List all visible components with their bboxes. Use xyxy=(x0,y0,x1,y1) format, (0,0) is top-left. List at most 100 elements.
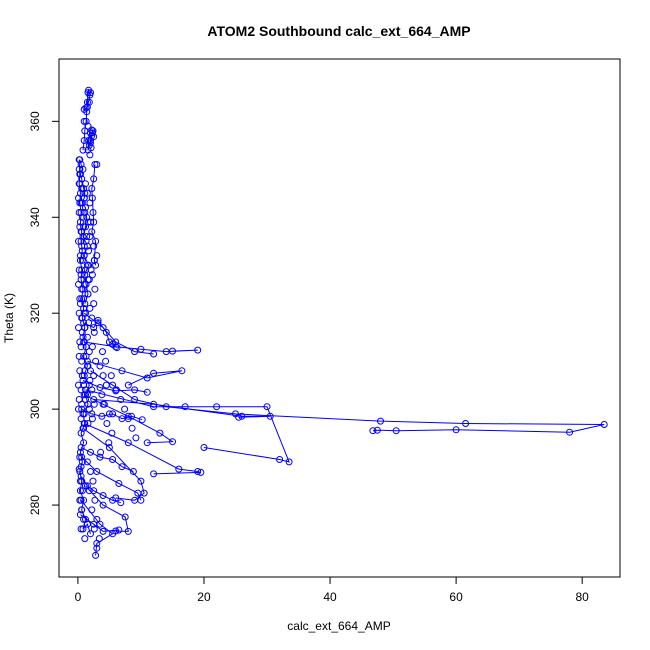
data-point xyxy=(91,496,99,504)
data-point xyxy=(78,400,86,408)
data-point xyxy=(76,300,84,308)
data-point xyxy=(82,204,89,212)
data-point xyxy=(92,261,100,269)
data-point xyxy=(79,233,87,240)
data-point xyxy=(194,346,202,354)
data-point xyxy=(76,256,84,264)
data-point xyxy=(93,252,101,260)
data-point xyxy=(377,417,384,425)
data-point xyxy=(80,515,88,523)
data-point xyxy=(131,396,139,403)
data-point xyxy=(92,551,100,559)
data-point xyxy=(80,252,88,260)
data-point xyxy=(124,412,132,420)
data-point xyxy=(137,345,145,353)
data-point xyxy=(82,515,89,523)
data-point xyxy=(90,525,98,533)
x-tick-label: 0 xyxy=(75,590,82,604)
data-point xyxy=(86,151,94,159)
data-point xyxy=(78,487,86,495)
data-point xyxy=(82,352,90,360)
data-point xyxy=(83,458,91,466)
data-point xyxy=(99,492,107,499)
data-point xyxy=(82,117,90,125)
data-point xyxy=(80,105,88,113)
data-point xyxy=(78,185,86,192)
data-point xyxy=(124,527,132,535)
x-tick-label: 80 xyxy=(576,590,590,604)
data-point xyxy=(85,247,93,255)
x-tick-label: 20 xyxy=(197,590,211,604)
data-point xyxy=(75,165,83,173)
data-point xyxy=(81,367,89,375)
data-point xyxy=(181,403,189,411)
data-point xyxy=(90,133,98,141)
data-point xyxy=(86,199,94,207)
data-point xyxy=(76,511,84,519)
data-point xyxy=(108,429,116,437)
data-point xyxy=(88,506,96,514)
data-point xyxy=(79,376,87,384)
y-tick-label: 340 xyxy=(28,207,42,227)
data-point xyxy=(81,271,89,279)
data-point xyxy=(93,544,101,552)
data-point xyxy=(194,468,202,475)
data-point xyxy=(77,444,85,451)
data-point xyxy=(87,448,94,456)
series-line xyxy=(84,423,201,475)
data-point xyxy=(128,424,136,432)
data-point xyxy=(85,348,93,356)
data-point xyxy=(78,453,86,461)
data-point xyxy=(84,276,92,284)
data-point xyxy=(87,266,95,274)
data-point xyxy=(86,233,94,240)
data-point xyxy=(80,137,88,144)
series-line xyxy=(83,319,118,349)
data-point xyxy=(78,256,86,264)
data-point xyxy=(90,300,98,308)
data-point xyxy=(115,526,123,534)
data-point xyxy=(121,405,129,413)
x-tick-label: 60 xyxy=(449,590,463,604)
series-line xyxy=(82,379,148,393)
data-point xyxy=(87,89,94,97)
data-point xyxy=(452,426,460,434)
data-point xyxy=(131,348,139,356)
data-point xyxy=(80,410,88,418)
data-point xyxy=(87,144,95,152)
data-point xyxy=(82,180,89,188)
data-point xyxy=(88,271,96,279)
data-point xyxy=(77,237,85,245)
data-point xyxy=(86,376,94,384)
series-line xyxy=(87,360,183,386)
data-point xyxy=(78,314,86,322)
data-point xyxy=(99,348,106,356)
data-point xyxy=(91,161,99,168)
series-line xyxy=(90,370,605,433)
data-point xyxy=(369,427,377,435)
data-point xyxy=(200,444,208,451)
data-point xyxy=(80,295,88,303)
data-point xyxy=(88,386,96,394)
data-point xyxy=(102,328,110,336)
data-point xyxy=(121,513,129,521)
data-point xyxy=(90,324,98,332)
data-point xyxy=(82,482,89,490)
data-point xyxy=(78,175,86,183)
data-point xyxy=(87,139,94,147)
data-point xyxy=(84,122,92,130)
data-point xyxy=(81,324,89,332)
data-point xyxy=(88,228,96,236)
data-point xyxy=(94,316,102,324)
data-point xyxy=(150,400,158,408)
data-point xyxy=(77,161,85,168)
data-point xyxy=(83,482,91,490)
data-point xyxy=(80,496,88,504)
data-point xyxy=(80,185,88,192)
data-point xyxy=(90,396,98,403)
data-point xyxy=(118,367,126,375)
data-point xyxy=(89,477,97,485)
data-point xyxy=(178,367,186,375)
data-point xyxy=(124,439,132,447)
data-point xyxy=(80,420,88,427)
